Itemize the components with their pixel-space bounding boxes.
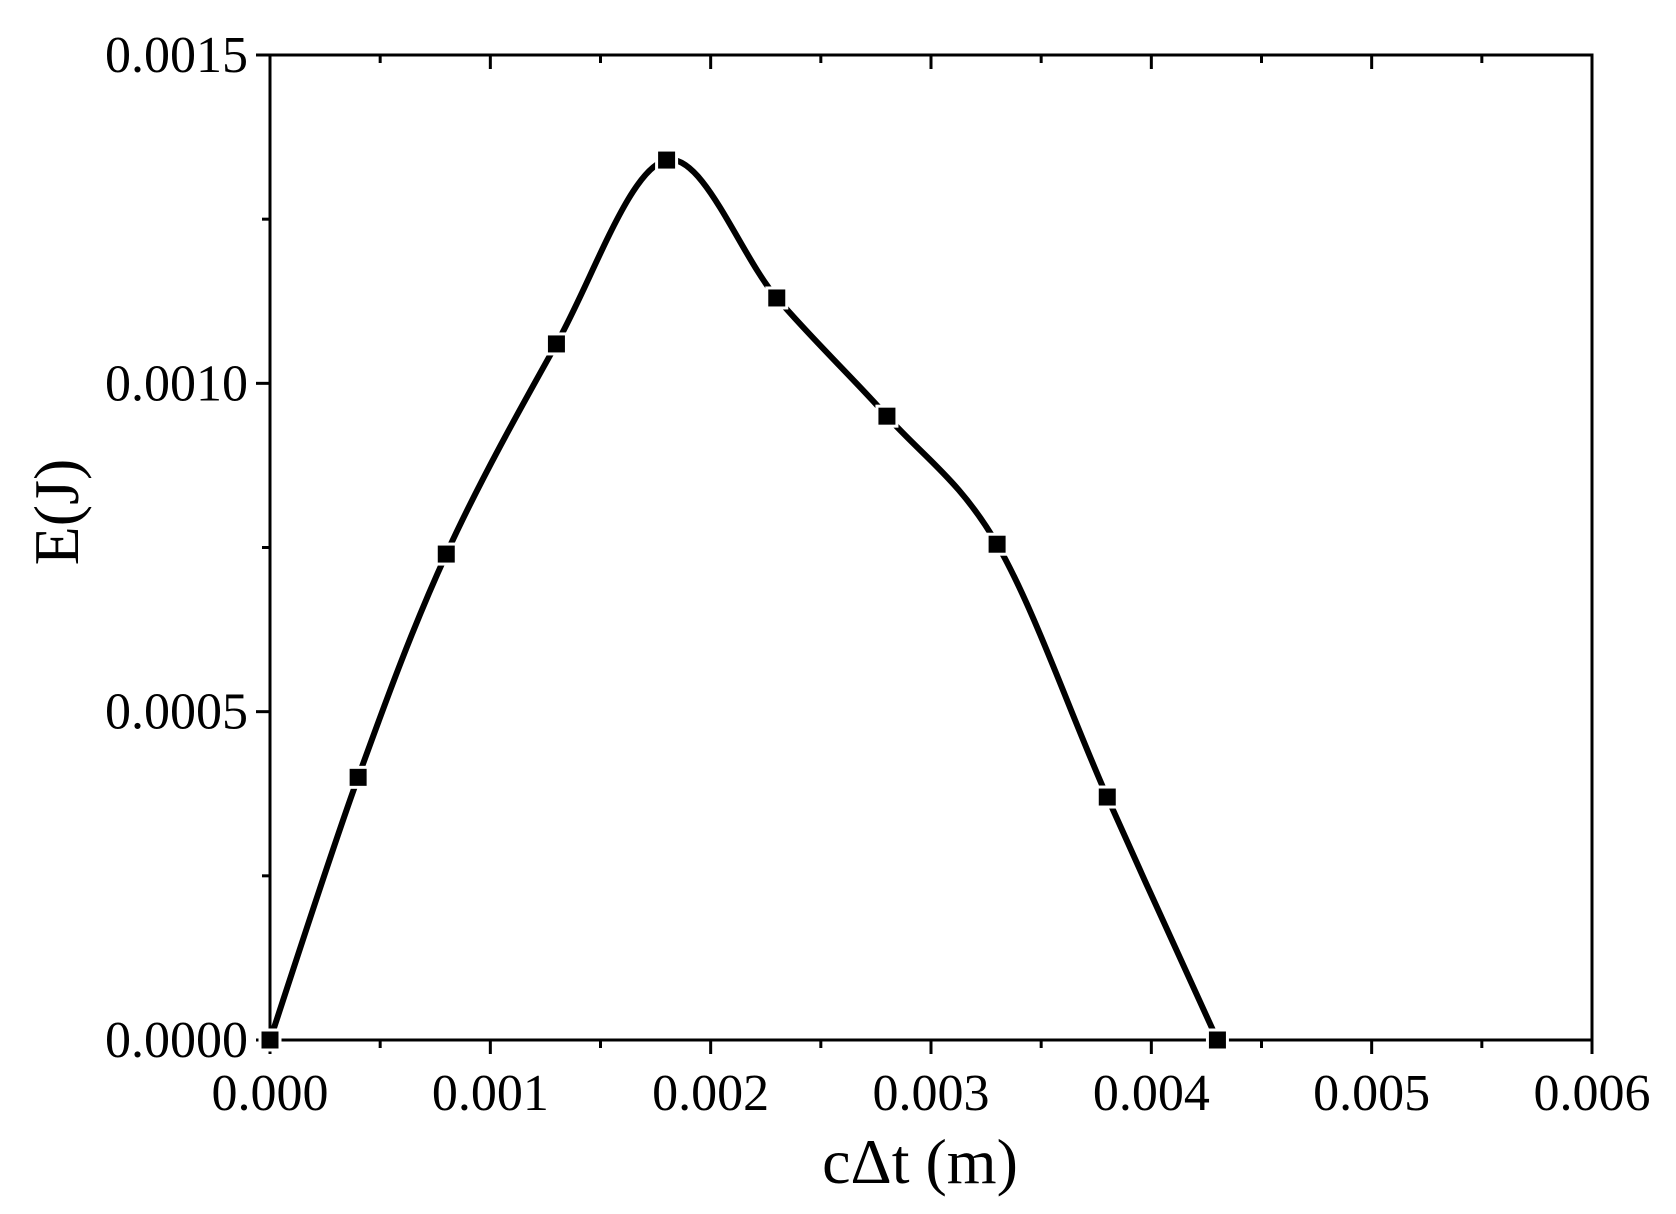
x-tick-label: 0.004 [1093, 1065, 1210, 1122]
data-point [765, 286, 789, 310]
x-tick-label: 0.001 [432, 1065, 549, 1122]
data-point [655, 148, 679, 172]
plot-frame [268, 53, 1594, 1042]
data-point [985, 532, 1009, 556]
x-tick-label: 0.006 [1534, 1065, 1651, 1122]
data-point [1095, 785, 1119, 809]
data-point [434, 542, 458, 566]
y-tick-label: 0.0000 [105, 1012, 248, 1069]
x-axis-label: cΔt (m) [822, 1126, 1018, 1197]
data-point [346, 765, 370, 789]
data-point [544, 332, 568, 356]
y-tick-label: 0.0005 [105, 684, 248, 741]
x-tick-label: 0.005 [1313, 1065, 1430, 1122]
x-tick-label: 0.002 [652, 1065, 769, 1122]
plot-border [268, 53, 1594, 1042]
y-tick-label: 0.0010 [105, 355, 248, 412]
data-point [1205, 1028, 1229, 1052]
y-axis: 0.0000 0.0005 0.0010 0.0015 [105, 27, 270, 1069]
y-axis-label: E(J) [21, 459, 92, 566]
x-tick-label: 0.003 [873, 1065, 990, 1122]
data-point [875, 404, 899, 428]
x-axis: 0.000 0.001 0.002 0.003 0.004 0.005 0.006 [212, 55, 1651, 1122]
data-point [258, 1028, 282, 1052]
series-layer [258, 148, 1229, 1052]
y-tick-label: 0.0015 [105, 27, 248, 84]
series-line [267, 156, 1221, 1042]
x-tick-label: 0.000 [212, 1065, 329, 1122]
